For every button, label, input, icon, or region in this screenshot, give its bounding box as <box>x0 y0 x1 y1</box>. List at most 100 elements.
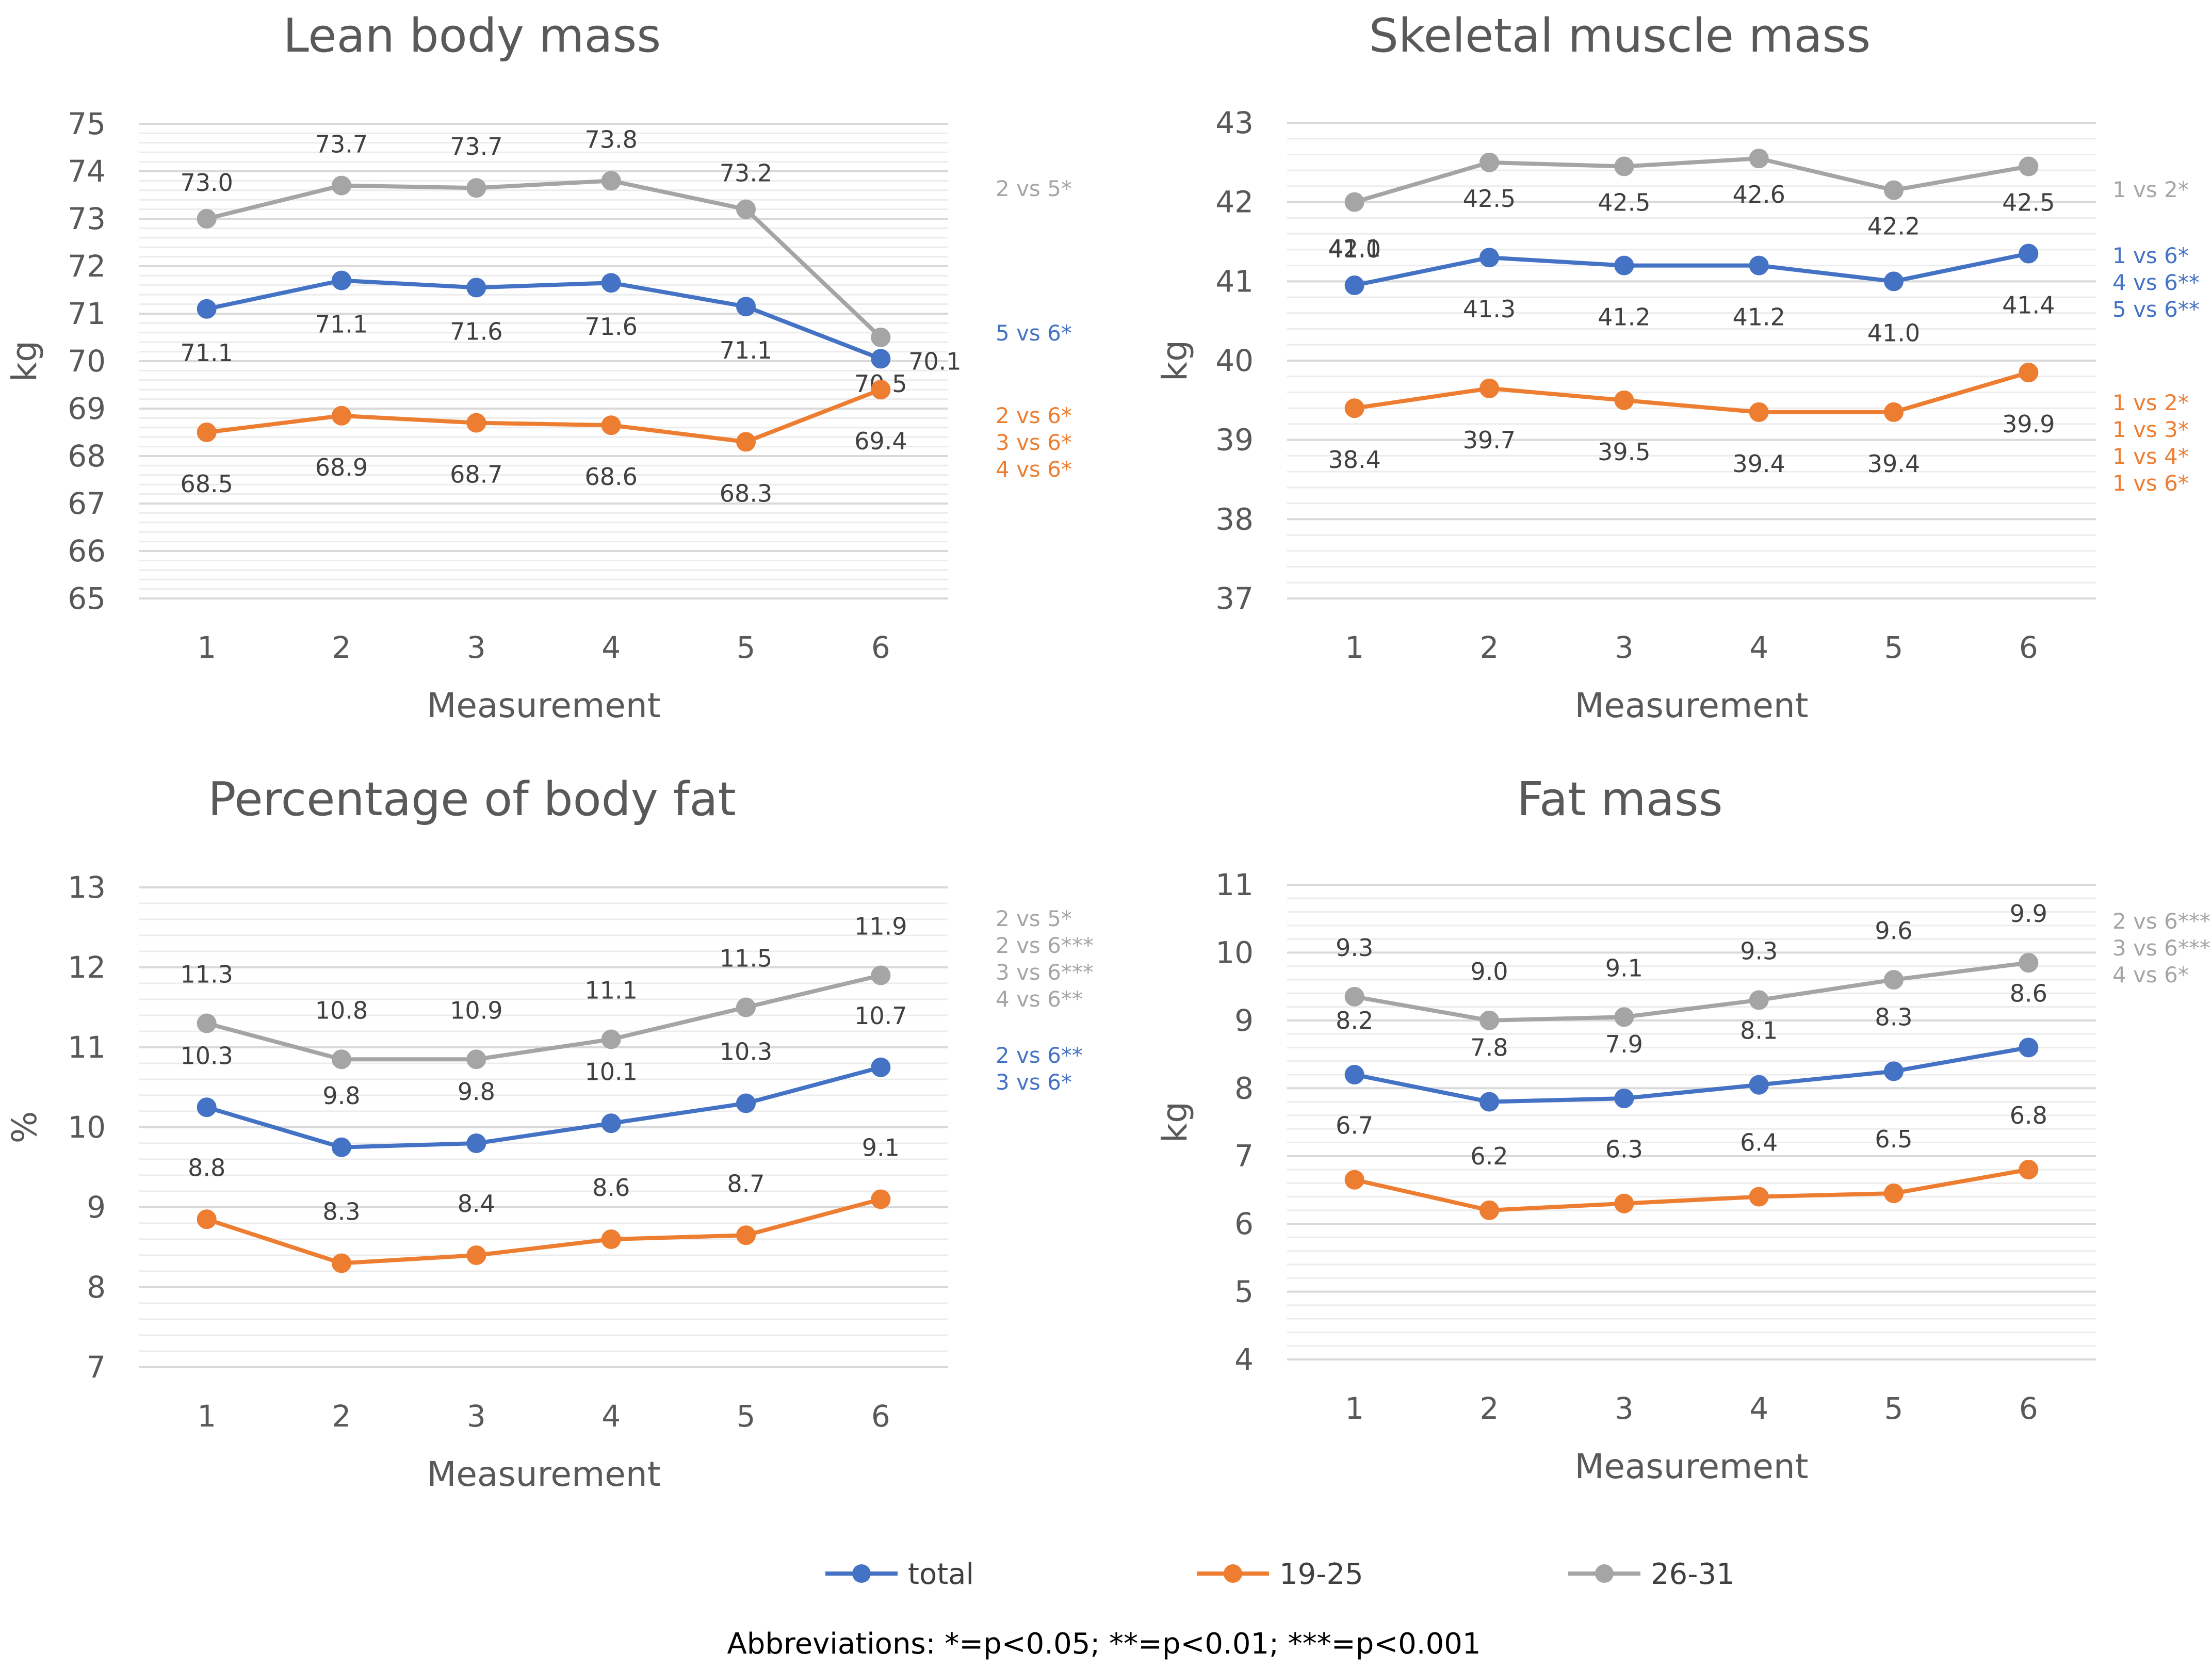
data-label-young: 8.7 <box>727 1170 765 1197</box>
legend-label: 19-25 <box>1279 1558 1363 1591</box>
y-tick-label: 11 <box>68 1030 106 1065</box>
y-tick-label: 72 <box>68 249 106 284</box>
data-label-old: 9.9 <box>2010 900 2047 928</box>
data-label-total: 41.0 <box>1328 235 1380 263</box>
data-point-young <box>197 1209 217 1229</box>
data-label-total: 7.9 <box>1605 1030 1643 1058</box>
data-point-old <box>601 171 621 191</box>
y-tick-label: 71 <box>68 296 106 331</box>
data-point-total <box>1614 1089 1634 1108</box>
significance-note-old: 2 vs 5* <box>996 906 1072 931</box>
data-label-total: 71.6 <box>450 317 502 345</box>
data-label-old: 10.8 <box>315 996 368 1024</box>
data-label-old: 10.9 <box>450 996 502 1024</box>
data-point-total <box>197 299 217 319</box>
x-tick-label: 1 <box>1345 1391 1364 1426</box>
data-label-old: 42.5 <box>1463 185 1516 213</box>
data-label-old: 73.2 <box>720 159 772 187</box>
data-label-total: 8.2 <box>1336 1007 1373 1034</box>
significance-note-young: 1 vs 3* <box>2112 417 2189 442</box>
significance-note-old: 2 vs 5* <box>996 176 1072 201</box>
data-label-old: 42.1 <box>1328 235 1380 263</box>
series-line-old <box>206 973 882 1062</box>
y-tick-label: 65 <box>68 581 106 616</box>
series-line-old <box>1354 156 2029 204</box>
data-label-total: 71.1 <box>720 336 772 364</box>
data-label-old: 73.8 <box>584 125 637 153</box>
x-tick-label: 2 <box>1480 630 1499 665</box>
data-point-old <box>871 328 891 347</box>
data-point-old <box>197 209 217 229</box>
x-tick-label: 2 <box>332 630 351 665</box>
series-line-young <box>1354 1168 2029 1212</box>
chart-title: Percentage of body fat <box>208 772 736 827</box>
y-axis-label: % <box>5 1111 44 1144</box>
data-point-total <box>2019 1038 2039 1058</box>
significance-note-total: 3 vs 6* <box>996 1070 1072 1095</box>
legend-label: 26-31 <box>1651 1558 1735 1591</box>
data-point-young <box>736 432 756 452</box>
data-label-young: 8.3 <box>322 1198 360 1226</box>
legend-item-old: 26-31 <box>1568 1558 1735 1591</box>
data-point-old <box>736 199 756 219</box>
data-point-old <box>1479 1010 1499 1030</box>
data-point-young <box>1614 390 1634 410</box>
data-label-young: 39.4 <box>1732 450 1785 478</box>
data-label-young: 39.5 <box>1598 438 1650 466</box>
data-point-total <box>736 1093 756 1113</box>
data-point-total <box>1344 276 1364 296</box>
data-point-young <box>466 1245 486 1265</box>
data-label-old: 11.5 <box>720 945 772 973</box>
data-label-young: 6.2 <box>1470 1142 1508 1170</box>
chart-title: Lean body mass <box>283 9 661 63</box>
data-point-young <box>1749 1187 1769 1207</box>
data-label-total: 41.2 <box>1598 303 1650 331</box>
x-tick-label: 1 <box>197 630 216 665</box>
y-tick-label: 6 <box>1234 1206 1254 1241</box>
chart-title: Fat mass <box>1517 772 1722 827</box>
y-tick-label: 11 <box>1215 867 1254 902</box>
data-point-old <box>2019 156 2039 176</box>
y-tick-label: 7 <box>1234 1139 1254 1174</box>
data-label-young: 39.4 <box>1867 450 1920 478</box>
y-axis-label: kg <box>1155 1101 1195 1143</box>
data-label-old: 42.5 <box>1598 189 1650 217</box>
significance-note-total: 1 vs 6* <box>2112 243 2189 268</box>
data-label-old: 11.1 <box>584 977 637 1004</box>
data-label-total: 8.6 <box>2010 979 2047 1007</box>
data-point-total <box>1884 1061 1904 1081</box>
data-point-old <box>1344 986 1364 1007</box>
significance-note-old: 4 vs 6** <box>996 986 1083 1012</box>
series-line-total <box>1354 251 2029 287</box>
y-tick-label: 70 <box>68 344 106 379</box>
y-tick-label: 39 <box>1215 423 1254 458</box>
data-point-total <box>466 1133 486 1153</box>
data-label-young: 8.4 <box>458 1190 495 1218</box>
x-tick-label: 2 <box>1480 1391 1499 1426</box>
y-tick-label: 5 <box>1234 1274 1254 1309</box>
data-label-total: 9.8 <box>458 1078 495 1106</box>
data-label-total: 10.7 <box>854 1002 907 1030</box>
data-label-total: 10.1 <box>584 1058 637 1085</box>
x-tick-label: 3 <box>1615 1391 1634 1426</box>
x-tick-label: 1 <box>197 1399 216 1434</box>
data-label-total: 71.1 <box>315 311 368 338</box>
data-point-total <box>1884 271 1904 291</box>
x-tick-label: 2 <box>332 1399 351 1434</box>
y-tick-label: 9 <box>1234 1003 1254 1038</box>
x-tick-label: 3 <box>467 630 486 665</box>
data-point-young <box>1884 402 1904 422</box>
data-point-old <box>332 1049 351 1070</box>
data-label-old: 73.0 <box>180 169 233 197</box>
data-point-total <box>197 1097 217 1117</box>
data-label-old: 42.2 <box>1867 213 1920 240</box>
abbreviations-note: Abbreviations: *=p<0.05; **=p<0.01; ***=… <box>727 1627 1481 1661</box>
data-point-old <box>871 965 891 985</box>
data-label-old: 11.3 <box>180 961 233 989</box>
x-tick-label: 5 <box>737 1399 756 1434</box>
data-point-old <box>1479 152 1499 172</box>
data-point-old <box>1344 192 1364 212</box>
